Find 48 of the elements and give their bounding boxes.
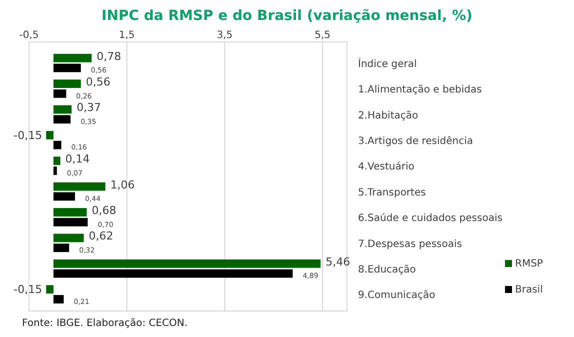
data-label: 0,14 (65, 152, 90, 166)
chart-title: INPC da RMSP e do Brasil (variação mensal, %) (102, 8, 472, 24)
bar (53, 218, 88, 226)
data-label: -0,15 (14, 283, 42, 296)
data-label: 0,56 (86, 76, 110, 89)
bar (53, 182, 106, 191)
bar (46, 285, 54, 294)
bar (53, 295, 64, 304)
bar (53, 115, 71, 124)
y-tick-label: 8.Educação (358, 264, 416, 276)
bar (53, 208, 87, 216)
bar (53, 89, 66, 98)
legend-label: RMSP (515, 258, 543, 270)
y-tick-label: Índice geral (358, 56, 417, 70)
bar (46, 130, 54, 140)
y-tick-label: 4.Vestuário (358, 162, 414, 173)
bar (53, 140, 62, 150)
source-note: Fonte: IBGE. Elaboração: CECON. (22, 318, 188, 329)
data-label: 0,68 (92, 204, 116, 218)
x-tick-label: -0,5 (19, 30, 39, 41)
y-tick-label: 5.Transportes (358, 187, 426, 198)
bar (53, 244, 70, 252)
data-label: -0,15 (14, 128, 42, 142)
x-tick-label: 5,5 (314, 30, 330, 41)
bar (53, 192, 75, 201)
bar (53, 269, 293, 278)
legend-label: Brasil (515, 284, 543, 296)
data-label: 0,62 (88, 230, 114, 243)
bar (53, 105, 72, 114)
y-tick-label: 6.Saúde e cuidados pessoais (358, 213, 502, 224)
bar (53, 80, 81, 88)
y-tick-label: 7.Despesas pessoais (358, 238, 462, 250)
y-tick-label: 9.Comunicação (358, 290, 436, 302)
bar (53, 234, 84, 242)
bar (53, 259, 321, 268)
bar (53, 54, 92, 62)
data-label: 0,37 (76, 101, 102, 114)
data-label: 5,46 (326, 255, 350, 268)
bar (53, 156, 60, 166)
bar (53, 166, 57, 175)
x-tick-label: 3,5 (216, 30, 233, 41)
data-label: 0,78 (96, 50, 122, 63)
y-tick-label: 3.Artigos de residência (358, 136, 473, 147)
y-tick-label: 2.Habitação (358, 110, 418, 122)
data-label: 1,06 (110, 178, 135, 192)
y-tick-label: 1.Alimentação e bebidas (358, 84, 482, 96)
x-tick-label: 1,5 (118, 30, 135, 41)
bar (53, 64, 81, 72)
